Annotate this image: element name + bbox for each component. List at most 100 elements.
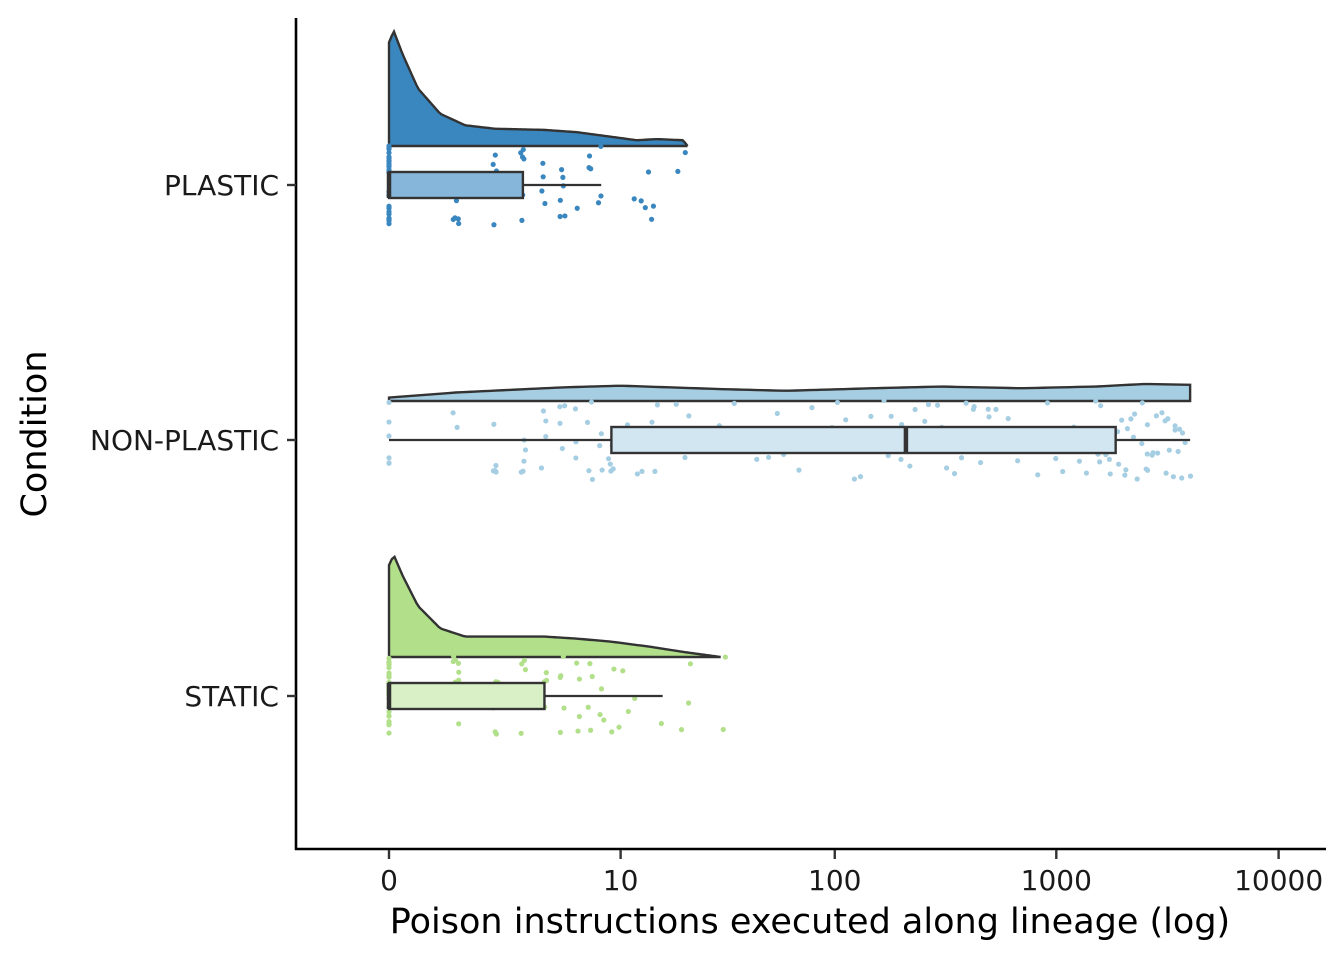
- data-point: [597, 711, 603, 718]
- data-point: [598, 143, 604, 150]
- data-point: [652, 468, 658, 474]
- data-point: [834, 399, 841, 406]
- data-point: [1122, 472, 1128, 478]
- data-point: [1166, 447, 1172, 453]
- data-point: [774, 410, 780, 417]
- data-point: [654, 402, 661, 408]
- data-point: [632, 695, 638, 702]
- data-point: [678, 727, 685, 733]
- data-point: [682, 454, 688, 461]
- data-point: [1179, 430, 1186, 436]
- data-point: [765, 454, 772, 460]
- data-point: [1053, 455, 1059, 462]
- data-point: [386, 709, 392, 715]
- data-point: [560, 174, 566, 180]
- data-point: [540, 160, 546, 166]
- data-point: [522, 447, 529, 453]
- data-point: [455, 660, 461, 666]
- y-axis-title: Condition: [15, 350, 55, 517]
- data-point: [609, 729, 615, 735]
- data-point: [963, 400, 969, 406]
- data-point: [456, 220, 462, 227]
- data-point: [1139, 400, 1145, 406]
- data-point: [1076, 458, 1083, 464]
- data-point: [907, 463, 913, 469]
- data-point: [453, 198, 460, 204]
- data-point: [1015, 458, 1021, 464]
- data-point: [868, 413, 874, 419]
- x-tick-label: 100: [808, 864, 861, 897]
- data-point: [1165, 416, 1171, 422]
- data-point: [1179, 475, 1185, 481]
- data-point: [518, 469, 524, 475]
- data-point: [809, 405, 815, 411]
- data-point: [1098, 403, 1104, 409]
- data-point: [543, 670, 549, 676]
- series-static: [386, 554, 728, 737]
- data-point: [986, 414, 992, 420]
- data-point: [490, 161, 496, 168]
- data-point: [386, 460, 392, 466]
- box: [387, 681, 546, 711]
- data-point: [559, 167, 565, 173]
- data-point: [386, 713, 392, 719]
- data-point: [560, 653, 566, 659]
- data-point: [454, 424, 460, 430]
- data-point: [386, 419, 392, 425]
- data-point: [585, 704, 591, 710]
- data-point: [722, 654, 728, 660]
- data-point: [456, 721, 462, 727]
- data-point: [386, 672, 392, 678]
- data-point: [539, 188, 545, 194]
- data-point: [645, 169, 652, 175]
- data-point: [574, 205, 580, 211]
- data-point: [557, 213, 563, 220]
- y-tick-label: NON-PLASTIC: [90, 424, 279, 457]
- density-cloud: [387, 28, 689, 148]
- data-point: [386, 161, 392, 167]
- data-point: [587, 661, 593, 667]
- data-point: [521, 458, 527, 464]
- data-point: [599, 467, 605, 473]
- data-point: [538, 465, 545, 471]
- data-point: [543, 677, 550, 683]
- data-point: [576, 676, 583, 682]
- data-point: [1159, 410, 1165, 416]
- data-point: [562, 213, 568, 219]
- data-point: [584, 419, 591, 425]
- data-point: [1139, 440, 1145, 447]
- data-point: [586, 153, 593, 159]
- data-point: [598, 686, 605, 692]
- data-point: [492, 468, 498, 474]
- data-point: [1044, 400, 1051, 406]
- data-point: [386, 211, 392, 217]
- data-point: [576, 713, 583, 720]
- data-point: [1175, 448, 1181, 455]
- data-point: [1106, 456, 1112, 462]
- data-point: [519, 154, 526, 160]
- data-point: [1060, 468, 1066, 475]
- data-point: [639, 468, 645, 474]
- data-point: [543, 418, 549, 424]
- data-point: [634, 471, 640, 477]
- data-point: [1130, 434, 1137, 440]
- data-point: [1097, 459, 1103, 465]
- data-point: [731, 400, 737, 406]
- x-axis-title: Poison instructions executed along linea…: [390, 902, 1230, 942]
- data-point: [598, 193, 604, 199]
- data-point: [597, 443, 603, 449]
- data-point: [1083, 470, 1090, 476]
- data-point: [1187, 473, 1194, 479]
- data-point: [557, 197, 563, 203]
- data-point: [1172, 423, 1178, 429]
- data-point: [675, 168, 681, 175]
- data-point: [561, 705, 567, 711]
- data-point: [574, 660, 580, 666]
- data-point: [587, 727, 594, 733]
- data-point: [575, 728, 581, 734]
- data-point: [595, 200, 602, 206]
- data-point: [1144, 451, 1150, 457]
- data-point: [638, 198, 644, 204]
- data-point: [572, 406, 579, 412]
- data-point: [658, 720, 664, 727]
